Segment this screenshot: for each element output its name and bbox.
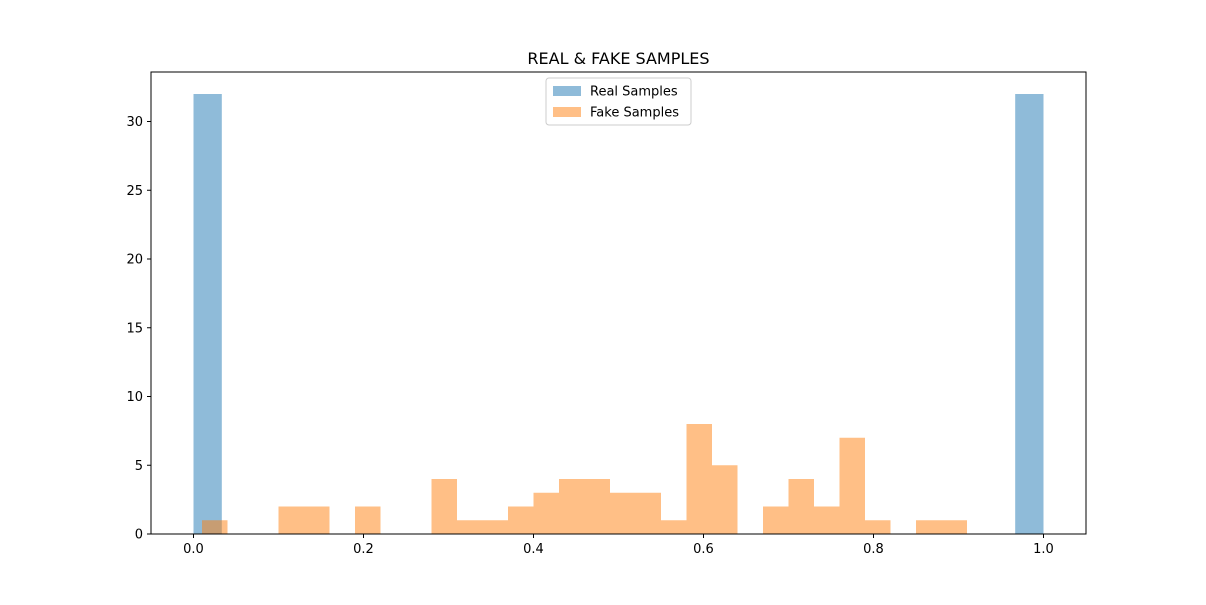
x-tick-label: 0.8 (863, 542, 884, 557)
plot-frame (150, 71, 1087, 535)
y-tick-label: 0 (135, 528, 143, 543)
y-tick-label: 30 (126, 115, 143, 130)
bar-series-1-bin-11 (610, 492, 636, 534)
bar-series-0-bin-0 (193, 94, 222, 534)
bar-series-1-bin-12 (635, 492, 661, 534)
bar-series-1-bin-10 (584, 479, 610, 534)
bar-series-1-bin-17 (788, 479, 814, 534)
legend-label-0: Real Samples (590, 85, 678, 100)
bar-series-1-bin-18 (814, 506, 840, 534)
bar-series-1-bin-16 (763, 506, 789, 534)
legend: Real Samples Fake Samples (545, 77, 692, 126)
y-tick-label: 25 (126, 184, 143, 199)
bar-series-0-bin-1 (1015, 94, 1044, 534)
y-axis: 0 5 10 15 20 25 30 (126, 115, 151, 543)
bar-series-1-bin-2 (304, 506, 330, 534)
bar-series-1-bin-13 (661, 520, 687, 534)
bar-series-1-bin-0 (202, 520, 228, 534)
y-tick-label: 5 (135, 459, 143, 474)
bar-series-1-bin-3 (355, 506, 381, 534)
bars-layer (193, 94, 1044, 534)
x-axis: 0.0 0.2 0.4 0.6 0.8 1.0 (183, 534, 1054, 557)
bar-series-1-bin-20 (865, 520, 891, 534)
y-tick-label: 10 (126, 390, 143, 405)
y-tick-label: 15 (126, 321, 143, 336)
bar-series-1-bin-5 (457, 520, 483, 534)
bar-series-1-bin-19 (839, 437, 865, 534)
legend-label-1: Fake Samples (590, 106, 679, 121)
x-tick-label: 0.6 (693, 542, 714, 557)
x-tick-label: 0.2 (353, 542, 374, 557)
y-tick-label: 20 (126, 253, 143, 268)
legend-box (545, 77, 692, 126)
bar-series-1-bin-6 (482, 520, 508, 534)
legend-swatch-0 (553, 86, 581, 96)
bar-series-1-bin-9 (559, 479, 585, 534)
bar-series-1-bin-7 (508, 506, 534, 534)
bar-series-1-bin-4 (431, 479, 457, 534)
bar-series-1-bin-1 (278, 506, 304, 534)
bar-series-1-bin-22 (941, 520, 967, 534)
bar-series-1-bin-8 (533, 492, 559, 534)
bar-series-1-bin-21 (916, 520, 942, 534)
x-tick-label: 0.0 (183, 542, 204, 557)
legend-swatch-1 (553, 107, 581, 117)
bar-series-1-bin-14 (686, 424, 712, 534)
x-tick-label: 0.4 (523, 542, 544, 557)
bar-series-1-bin-15 (712, 465, 738, 534)
chart-title: REAL & FAKE SAMPLES (527, 49, 709, 68)
x-tick-label: 1.0 (1033, 542, 1054, 557)
